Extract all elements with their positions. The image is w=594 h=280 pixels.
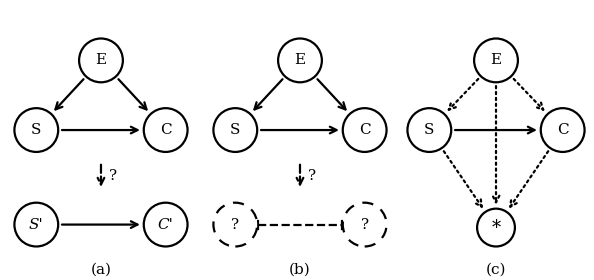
Text: *: * [491, 219, 501, 237]
Text: ?: ? [308, 169, 316, 183]
Text: ?: ? [361, 218, 369, 232]
Text: E: E [295, 53, 305, 67]
Circle shape [213, 108, 257, 152]
Circle shape [14, 203, 58, 246]
Text: C': C' [158, 218, 173, 232]
Text: S: S [424, 123, 435, 137]
Circle shape [477, 209, 515, 246]
Text: C: C [557, 123, 568, 137]
Text: C: C [160, 123, 172, 137]
Circle shape [343, 203, 387, 246]
Circle shape [474, 39, 518, 82]
Circle shape [343, 108, 387, 152]
Text: E: E [96, 53, 106, 67]
Text: S: S [230, 123, 241, 137]
Text: E: E [491, 53, 501, 67]
Circle shape [14, 108, 58, 152]
Circle shape [144, 108, 188, 152]
Circle shape [278, 39, 322, 82]
Circle shape [79, 39, 123, 82]
Text: ?: ? [231, 218, 239, 232]
Text: (c): (c) [486, 262, 506, 276]
Text: S: S [31, 123, 42, 137]
Text: (b): (b) [289, 262, 311, 276]
Circle shape [213, 203, 257, 246]
Text: (a): (a) [90, 262, 112, 276]
Text: S': S' [29, 218, 44, 232]
Text: C: C [359, 123, 371, 137]
Circle shape [144, 203, 188, 246]
Circle shape [407, 108, 451, 152]
Circle shape [541, 108, 584, 152]
Text: ?: ? [109, 169, 117, 183]
